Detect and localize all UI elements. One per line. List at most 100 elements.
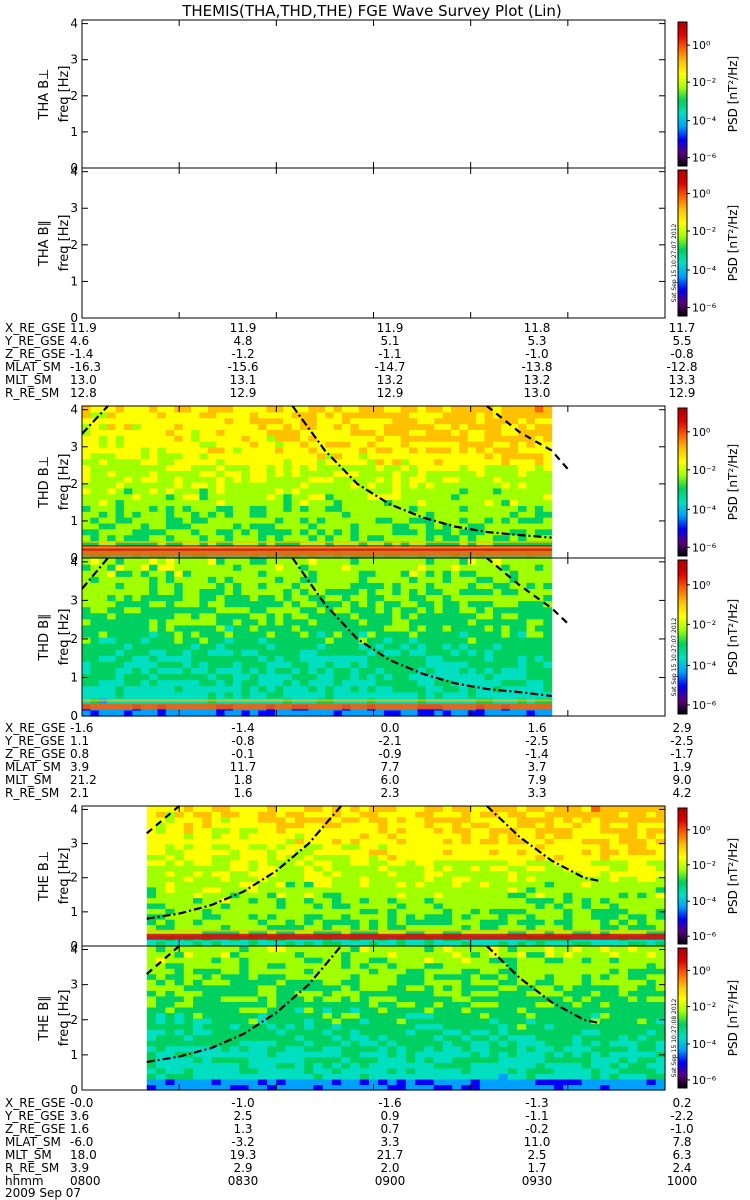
colorbar-gradient (677, 807, 688, 945)
ephemeris-value: 3.3 (527, 786, 546, 800)
gyro-line-2 (486, 805, 601, 883)
colorbar-tick-label: 10⁻² (692, 1000, 716, 1013)
ephemeris-value: 11.7 (669, 321, 696, 335)
ephemeris-value: 7.7 (380, 760, 399, 774)
ytick-label: 1 (70, 514, 78, 528)
ytick-label: 3 (70, 53, 78, 67)
colorbar-tick-label: 10⁻⁴ (692, 503, 717, 516)
ephemeris-value: -1.0 (670, 1122, 693, 1136)
ylabel-unit: freq [Hz] (57, 215, 72, 272)
ytick-label: 4 (70, 165, 78, 179)
ephemeris-label: MLT_SM (5, 1148, 52, 1162)
colorbar-tick-label: 10⁻² (692, 464, 716, 477)
colorbar-tick-label: 10⁻⁴ (692, 264, 717, 277)
ephemeris-value: 1.8 (233, 773, 252, 787)
ephemeris-value: 0.8 (70, 747, 89, 761)
timestamp-stamp: Sat Sep 15 10:27:07 2012 (671, 224, 678, 303)
gyro-line-1 (291, 557, 552, 698)
colorbar-tick-label: 10⁻² (692, 859, 716, 872)
ephemeris-value: 1.6 (70, 1122, 89, 1136)
colorbar-tick-label: 10⁻² (692, 225, 716, 238)
ephemeris-value: 0.7 (380, 1122, 399, 1136)
ephemeris-value: 3.6 (70, 1109, 89, 1123)
ytick-label: 3 (70, 593, 78, 607)
ylabel-unit: freq [Hz] (57, 848, 72, 905)
ephemeris-value: -15.6 (227, 360, 258, 374)
ytick-label: 1 (70, 1048, 78, 1062)
gyro-line-2 (486, 557, 569, 625)
heatmap-cells (82, 558, 553, 717)
ephemeris-value: 18.0 (70, 1148, 97, 1162)
ephemeris-value: -0.8 (231, 734, 254, 748)
ephemeris-label: MLAT_SM (5, 1135, 61, 1149)
heatmap-cells (146, 946, 666, 1091)
ephemeris-value: 11.9 (230, 321, 257, 335)
ephemeris-value: 2.0 (380, 1161, 399, 1175)
ephemeris-value: -1.1 (525, 1109, 548, 1123)
band-halo (82, 546, 552, 549)
ephemeris-value: 13.3 (669, 373, 696, 387)
ephemeris-value: 3.7 (527, 760, 546, 774)
ytick-label: 2 (70, 477, 78, 491)
ephemeris-value: -0.8 (670, 347, 693, 361)
panel-the-bpar: 0 1 2 3 4 THE B∥ freq [Hz] (37, 943, 666, 1097)
ephemeris-block-the: X_RE_GSE -0.0 -1.0 -1.6 -1.3 0.2 Y_RE_GSE 3.6 2.… (4, 1096, 697, 1188)
colorbar-tick-label: 10⁻⁴ (692, 659, 717, 672)
colorbar-gradient (677, 21, 688, 167)
panel-frame (81, 167, 666, 319)
ephemeris-value: -1.0 (231, 1096, 254, 1110)
ytick-label: 4 (70, 943, 78, 957)
colorbar-tick-label: 10⁻⁶ (692, 302, 717, 315)
ephemeris-value: 2.5 (527, 1148, 546, 1162)
ephemeris-value: 2.4 (672, 1161, 691, 1175)
ephemeris-label: hhmm (5, 1174, 44, 1188)
ephemeris-value: 5.3 (527, 334, 546, 348)
gyro-line-2 (486, 945, 601, 1025)
date-label: 2009 Sep 07 (5, 1186, 81, 1200)
band-halo (146, 929, 665, 932)
colorbar-tick-label: 10⁻⁶ (692, 930, 717, 943)
ephemeris-value: 4.2 (672, 786, 691, 800)
colorbar-tick-label: 10⁰ (692, 426, 711, 439)
colorbar-tick-label: 10⁰ (692, 39, 711, 52)
ytick-label: 4 (70, 17, 78, 31)
ephemeris-value: 21.2 (70, 773, 97, 787)
ytick-label: 3 (70, 837, 78, 851)
ylabel-probe: THA B⊥ (37, 69, 52, 121)
ytick-label: 4 (70, 802, 78, 816)
ephemeris-value: 13.1 (230, 373, 257, 387)
ephemeris-label: X_RE_GSE (5, 1096, 66, 1110)
ytick-label: 1 (70, 670, 78, 684)
colorbar-label: PSD [nT²/Hz] (726, 599, 740, 675)
colorbar-tick-label: 10⁻⁶ (692, 152, 717, 165)
ephemeris-value: 0.9 (380, 1109, 399, 1123)
ephemeris-value: -1.6 (378, 1096, 401, 1110)
panel-thd-bpar: 0 1 2 3 4 THD B∥ freq [Hz] (37, 555, 666, 723)
colorbar-2: 10⁰ 10⁻² 10⁻⁴ 10⁻⁶ PSD [nT²/Hz] (677, 407, 740, 557)
ephemeris-value: -3.2 (231, 1135, 254, 1149)
ephemeris-label: MLAT_SM (5, 360, 61, 374)
ephemeris-value: 2.5 (233, 1109, 252, 1123)
colorbar-3: 10⁰ 10⁻² 10⁻⁴ 10⁻⁶ PSD [nT²/Hz] Sat Sep 15 10… (671, 559, 740, 715)
ephemeris-value: 11.8 (524, 321, 551, 335)
gyro-line-0 (81, 405, 109, 435)
ephemeris-value: -16.3 (70, 360, 101, 374)
ephemeris-value: -2.1 (378, 734, 401, 748)
ytick-label: 4 (70, 555, 78, 569)
colorbar-tick-label: 10⁰ (692, 824, 711, 837)
ephemeris-value: 0.0 (380, 721, 399, 735)
ephemeris-block-thd: X_RE_GSE -1.6 -1.4 0.0 1.6 2.9 Y_RE_GSE 1.1 -0.8… (4, 721, 694, 800)
ephemeris-value: -1.4 (525, 747, 548, 761)
ephemeris-value: 5.1 (380, 334, 399, 348)
colorbar-4: 10⁰ 10⁻² 10⁻⁴ 10⁻⁶ PSD [nT²/Hz] (677, 807, 740, 945)
ephemeris-value: 1.3 (233, 1122, 252, 1136)
ephemeris-label: Z_RE_GSE (5, 347, 66, 361)
ephemeris-value: 6.0 (380, 773, 399, 787)
ephemeris-value: -1.4 (70, 347, 93, 361)
band-halo (82, 699, 552, 702)
ephemeris-value: 6.3 (672, 1148, 691, 1162)
ylabel-unit: freq [Hz] (57, 66, 72, 123)
ylabel-unit: freq [Hz] (57, 454, 72, 511)
ephemeris-label: X_RE_GSE (5, 721, 66, 735)
ephemeris-value: 13.0 (70, 373, 97, 387)
